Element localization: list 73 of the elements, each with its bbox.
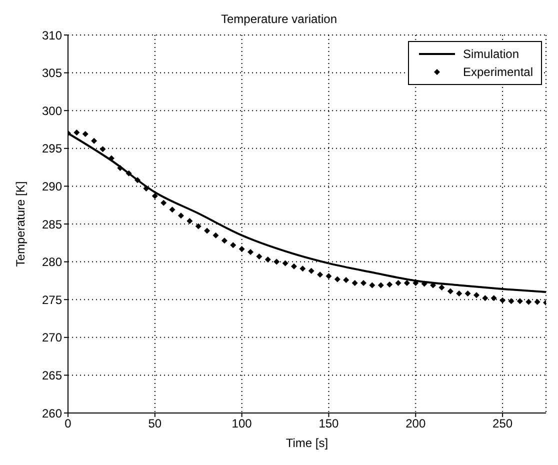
point [204, 228, 210, 234]
point [473, 292, 480, 298]
point [326, 273, 332, 280]
point [438, 284, 445, 291]
y-tick-label: 280 [42, 255, 62, 270]
point [160, 200, 167, 206]
point [421, 280, 428, 287]
point [317, 272, 324, 278]
point [126, 170, 132, 176]
chart-title: Temperature variation [220, 12, 338, 26]
legend-label: Experimental [462, 65, 533, 79]
y-tick-label: 300 [42, 104, 62, 118]
point [212, 232, 219, 238]
point [500, 297, 506, 304]
x-tick-label: 0 [64, 416, 72, 431]
x-tick-label: 150 [318, 416, 340, 431]
point [464, 290, 471, 297]
point [378, 282, 384, 288]
point [134, 177, 141, 184]
point [169, 206, 176, 213]
point [490, 295, 497, 302]
point [264, 256, 271, 263]
point [82, 131, 88, 138]
y-tick-label: 305 [42, 66, 62, 80]
y-tick-label: 290 [42, 179, 62, 194]
point [386, 281, 393, 288]
y-tick-label: 260 [42, 406, 62, 420]
point [195, 223, 202, 230]
point [300, 266, 306, 272]
point [334, 276, 340, 282]
y-tick-label: 270 [42, 330, 62, 345]
point [143, 185, 150, 192]
point [248, 248, 254, 255]
x-axis-title: Time [s] [286, 436, 328, 450]
x-tick-label: 50 [148, 416, 162, 431]
point [238, 246, 245, 252]
y-tick-label: 265 [42, 368, 62, 382]
point [221, 238, 228, 244]
x-tick-label: 100 [232, 416, 252, 431]
y-tick-label: 275 [42, 292, 62, 307]
point [178, 212, 184, 219]
point [360, 280, 366, 286]
point [230, 242, 236, 248]
point [456, 290, 462, 297]
point [74, 130, 80, 136]
point [343, 276, 350, 283]
point [516, 298, 523, 304]
point [404, 280, 410, 286]
y-axis-title: Temperature [K] [13, 181, 28, 267]
point [290, 263, 297, 270]
point [369, 282, 376, 288]
y-tick-label: 310 [42, 28, 62, 42]
point [186, 218, 193, 224]
point [274, 258, 280, 265]
x-tick-label: 250 [492, 416, 513, 431]
point [308, 268, 314, 274]
point [152, 193, 158, 200]
point [526, 298, 532, 305]
y-tick-label: 295 [42, 142, 62, 156]
point [508, 298, 514, 304]
x-tick-label: 200 [406, 416, 426, 431]
point [282, 260, 288, 266]
legend-label: Simulation [462, 47, 519, 61]
y-tick-label: 285 [42, 217, 62, 232]
point [256, 254, 262, 260]
point [395, 280, 402, 286]
point [534, 298, 540, 305]
point [100, 146, 106, 152]
point [352, 280, 358, 286]
point [447, 288, 454, 294]
point [91, 138, 98, 144]
point [482, 295, 488, 302]
point [117, 165, 124, 172]
